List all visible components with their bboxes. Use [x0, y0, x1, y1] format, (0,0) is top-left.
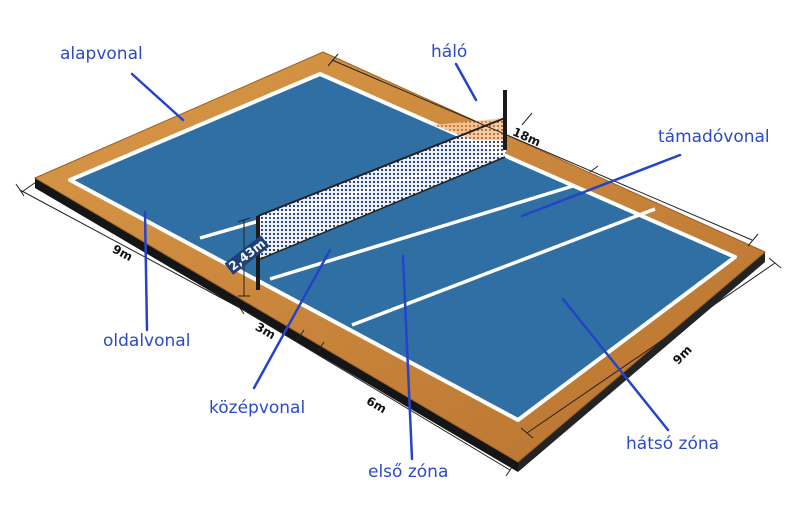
leader-baseline	[130, 72, 185, 122]
leader-back-zone	[561, 297, 670, 432]
label-center-line: középvonal	[209, 398, 306, 418]
leader-front-zone	[401, 254, 414, 461]
leader-sideline	[143, 210, 149, 332]
dimension-line-length	[331, 59, 753, 241]
dimension-line-width-right	[526, 262, 776, 434]
attack-line-far	[269, 184, 574, 281]
leader-attack-line	[520, 153, 682, 218]
label-net: háló	[431, 42, 468, 62]
dimension-line-width-left	[19, 189, 241, 309]
court-base	[35, 178, 765, 472]
label-back-zone: hátsó zóna	[626, 434, 720, 454]
leader-net	[454, 62, 478, 102]
court-surface	[68, 72, 737, 422]
leader-center-line	[252, 248, 332, 390]
label-baseline: alapvonal	[60, 44, 143, 64]
label-attack-line: támadóvonal	[658, 127, 770, 147]
dimension-line-zones	[239, 307, 511, 471]
label-sideline: oldalvonal	[103, 331, 191, 351]
label-front-zone: első zóna	[368, 462, 449, 482]
attack-line-near	[351, 207, 656, 327]
